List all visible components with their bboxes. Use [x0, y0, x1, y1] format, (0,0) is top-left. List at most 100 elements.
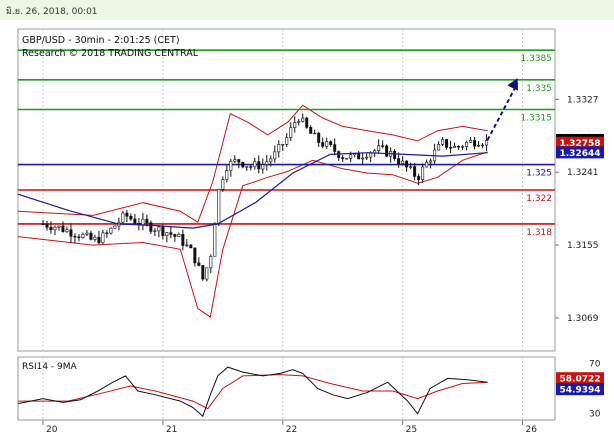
candle-body — [205, 267, 209, 280]
candle-body — [465, 141, 469, 147]
price-tick-label: 1.3327 — [567, 95, 599, 105]
candle-body — [93, 236, 97, 240]
candle-body — [273, 151, 277, 160]
price-tick-label: 1.3241 — [567, 168, 599, 178]
price-badge-label: 1.32644 — [560, 149, 601, 159]
candle-body — [133, 218, 137, 224]
candle-body — [329, 141, 333, 145]
candle-body — [321, 142, 325, 147]
candle-body — [477, 145, 481, 147]
candle-body — [361, 157, 365, 160]
candle-body — [57, 225, 61, 228]
candle-body — [281, 144, 285, 146]
candle-body — [429, 160, 433, 163]
candle-body — [177, 234, 181, 237]
candle-body — [409, 166, 413, 168]
candle-body — [245, 166, 249, 168]
candle-body — [453, 146, 457, 148]
candle-body — [369, 152, 373, 158]
rsi-panel: RSI14 - 9MA — [17, 356, 556, 421]
forecast-arrow-head — [507, 78, 519, 91]
candle-body — [161, 226, 165, 236]
candle-body — [365, 156, 369, 159]
rsi-value-badge-label: 54.9394 — [560, 386, 601, 396]
candle-body — [65, 229, 69, 232]
candle-body — [217, 188, 221, 224]
chart-subtitle: Research © 2018 TRADING CENTRAL — [22, 48, 199, 59]
candle-body — [121, 212, 125, 223]
price-tick-label: 1.3155 — [567, 241, 599, 251]
candle-body — [333, 144, 337, 152]
bollinger-upper-line — [17, 104, 488, 223]
candle-body — [141, 218, 145, 225]
candle-body — [229, 160, 233, 171]
candle-body — [129, 216, 133, 220]
candle-body — [325, 141, 329, 147]
candle-body — [381, 145, 385, 147]
resistance-level-label: 1.3385 — [521, 54, 553, 64]
rsi-ma-badge-label: 58.0722 — [560, 375, 601, 385]
candle-body — [249, 166, 253, 168]
price-badge — [556, 146, 604, 159]
candle-body — [265, 161, 269, 165]
candle-body — [185, 244, 189, 247]
candle-body — [97, 236, 101, 243]
candle-body — [441, 139, 445, 145]
rsi-ma-badge — [556, 372, 604, 385]
candle-body — [149, 222, 153, 232]
candle-body — [457, 146, 461, 148]
price-tick-label: 1.3069 — [567, 314, 599, 324]
candle-body — [413, 166, 417, 177]
candle-body — [41, 223, 45, 225]
candle-body — [349, 154, 353, 159]
candle-body — [237, 159, 241, 163]
candle-body — [289, 127, 293, 138]
candle-body — [145, 218, 149, 224]
rsi-value-badge — [556, 383, 604, 396]
rsi-line — [17, 366, 488, 418]
candle-body — [221, 179, 225, 190]
candle-body — [73, 235, 77, 238]
moving-average-line — [17, 152, 488, 229]
time-tick-label: 21 — [166, 425, 177, 435]
candle-body — [69, 229, 73, 237]
bollinger-lower-line — [17, 151, 488, 318]
candle-body — [481, 144, 485, 147]
candle-body — [285, 137, 289, 145]
candle-body — [297, 121, 301, 123]
time-tick-label: 22 — [286, 425, 297, 435]
candle-body — [49, 227, 53, 231]
candle-body — [309, 127, 313, 134]
candle-body — [253, 161, 257, 168]
rsi-tick-label: 30 — [589, 410, 601, 420]
time-tick-label: 20 — [46, 425, 58, 435]
candle-body — [261, 164, 265, 170]
candle-body — [125, 212, 129, 217]
price-axis: 1.33271.32411.31551.30691.32791.327581.3… — [555, 95, 604, 324]
price-badge — [556, 136, 604, 149]
candle-body — [153, 230, 157, 232]
support-level-label: 1.322 — [526, 194, 552, 204]
candle-body — [105, 232, 109, 234]
candle-body — [189, 244, 193, 249]
candle-body — [201, 265, 205, 280]
main-chart-panel: 1.3385 1.335 1.3315 1.325 1.322 1.318 GBP/USD… — [17, 28, 556, 352]
candle-body — [469, 140, 473, 143]
candle-body — [425, 161, 429, 168]
candle-body — [305, 117, 309, 128]
candle-body — [81, 234, 85, 238]
time-axis: 20 21 22 25 26 — [42, 420, 537, 435]
date-label: มิ.ย. 26, 2018, 00:01 — [6, 6, 98, 17]
forecast-arrow-line — [486, 82, 519, 141]
candle-body — [405, 160, 409, 168]
candle-body — [241, 161, 245, 168]
time-tick-label: 25 — [406, 425, 417, 435]
chart-title: GBP/USD - 30min - 2:01:25 (CET) — [22, 35, 180, 46]
candle-body — [173, 234, 177, 237]
candle-body — [445, 139, 449, 148]
candle-body — [417, 176, 421, 180]
candle-body — [313, 132, 317, 135]
candle-body — [277, 144, 281, 153]
candle-body — [53, 226, 57, 231]
candle-body — [109, 227, 113, 234]
